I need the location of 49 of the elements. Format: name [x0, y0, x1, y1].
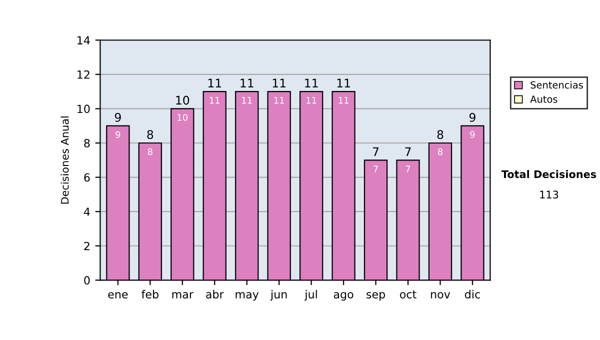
y-tick-label: 4	[84, 208, 90, 216]
x-tick-label: dic	[464, 290, 480, 298]
y-tick-label: 14	[78, 36, 90, 44]
data-label: 7	[406, 166, 410, 172]
x-tick-label: ago	[334, 292, 354, 301]
x-tick-label: sep	[366, 292, 386, 301]
y-tick-label: 12	[78, 70, 90, 79]
legend-label: Sentencias	[530, 81, 583, 89]
total-label: 7	[405, 147, 411, 156]
text: Total Decisiones	[501, 170, 596, 178]
total-label: 11	[240, 78, 254, 88]
total-label: 8	[147, 130, 154, 139]
y-axis-title: Decisiones Anual	[60, 116, 69, 204]
data-label: 11	[338, 96, 348, 104]
x-tick-label: ene	[108, 292, 128, 298]
data-label: 9	[470, 131, 475, 138]
data-label: 7	[374, 166, 378, 172]
total-label: 7	[372, 147, 379, 156]
text: 113	[540, 190, 558, 199]
y-tick-label: 0	[84, 276, 90, 285]
y-tick-label: 2	[84, 242, 90, 250]
x-tick-label: mar	[172, 292, 194, 298]
x-tick-label: jul	[304, 290, 317, 301]
total-label: 11	[272, 78, 286, 88]
total-label: 9	[114, 112, 121, 122]
x-tick-label: may	[236, 292, 259, 301]
data-label: 10	[178, 114, 188, 121]
x-tick-label: nov	[431, 292, 450, 298]
y-tick-label: 10	[78, 104, 90, 114]
total-label: 11	[337, 78, 350, 88]
legend-label: Autos	[530, 96, 558, 103]
total-label: 8	[437, 130, 444, 139]
total-label: 11	[208, 78, 222, 88]
data-label: 8	[148, 148, 152, 156]
x-tick-label: oct	[400, 290, 416, 298]
total-label: 9	[469, 112, 476, 122]
y-tick-label: 6	[84, 173, 90, 182]
data-label: 11	[306, 96, 316, 104]
data-label: 8	[438, 148, 442, 156]
data-label: 11	[274, 96, 284, 104]
y-tick-label: 8	[84, 138, 90, 148]
x-tick-label: jun	[270, 290, 287, 301]
x-tick-label: feb	[142, 290, 158, 298]
data-label: 11	[210, 96, 220, 104]
x-tick-label: abr	[206, 290, 224, 298]
total-label: 11	[305, 78, 318, 88]
data-label: 11	[242, 96, 252, 104]
data-label: 9	[116, 131, 120, 138]
total-label: 10	[176, 96, 190, 105]
